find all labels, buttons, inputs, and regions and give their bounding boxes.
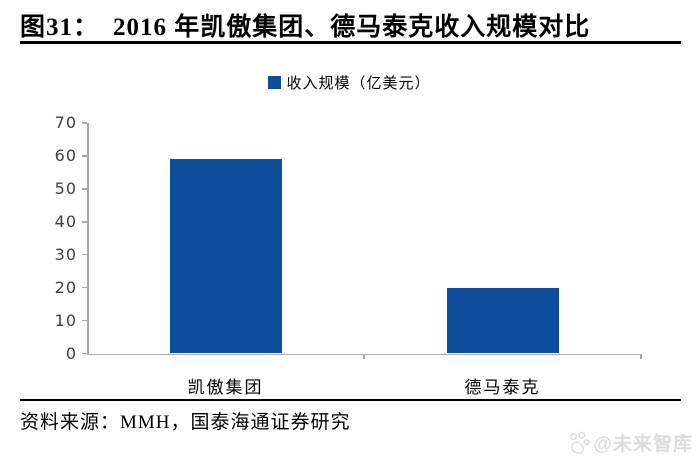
source-note: 资料来源：MMH，国泰海通证券研究 bbox=[20, 412, 351, 433]
y-axis-tick-mark bbox=[82, 286, 87, 289]
title-underline bbox=[20, 41, 681, 44]
figure-title: 图31： 2016 年凯傲集团、德马泰克收入规模对比 bbox=[20, 7, 590, 43]
bar-凯傲集团 bbox=[169, 159, 282, 354]
x-axis-tick-mark bbox=[363, 353, 365, 359]
x-axis-category-label: 凯傲集团 bbox=[187, 378, 264, 397]
y-axis-tick-label: 10 bbox=[54, 310, 77, 330]
y-axis-tick-label: 70 bbox=[54, 113, 77, 132]
bar-德马泰克 bbox=[446, 287, 559, 354]
y-axis-tick-label: 20 bbox=[54, 277, 77, 297]
y-axis-tick-mark bbox=[82, 319, 87, 322]
y-axis-tick-label: 60 bbox=[54, 145, 77, 165]
y-axis-tick-mark bbox=[82, 155, 87, 157]
x-axis-category-label: 德马泰克 bbox=[464, 378, 541, 397]
y-axis-tick-mark bbox=[82, 253, 87, 256]
legend-swatch bbox=[268, 76, 282, 89]
y-axis-tick-label: 30 bbox=[54, 244, 77, 264]
chart-legend: 收入规模（亿美元） bbox=[0, 72, 699, 93]
watermark: @未来智库 bbox=[568, 429, 693, 456]
x-axis-tick-mark bbox=[640, 353, 642, 359]
y-axis-tick-mark bbox=[82, 122, 87, 124]
y-axis-tick-label: 50 bbox=[54, 178, 77, 198]
figure-number-label: 图31： bbox=[20, 14, 100, 41]
y-axis-tick-label: 0 bbox=[65, 343, 77, 363]
watermark-text: @未来智库 bbox=[593, 434, 693, 455]
y-axis-tick-mark bbox=[82, 352, 87, 355]
figure-title-text: 2016 年凯傲集团、德马泰克收入规模对比 bbox=[113, 14, 591, 41]
paw-icon bbox=[570, 431, 591, 454]
footer-rule bbox=[20, 399, 681, 401]
legend-label: 收入规模（亿美元） bbox=[286, 76, 431, 92]
y-axis-tick-label: 40 bbox=[54, 211, 77, 231]
y-axis-tick-mark bbox=[82, 188, 87, 190]
y-axis-tick-mark bbox=[82, 221, 87, 223]
y-axis-line bbox=[87, 123, 89, 355]
